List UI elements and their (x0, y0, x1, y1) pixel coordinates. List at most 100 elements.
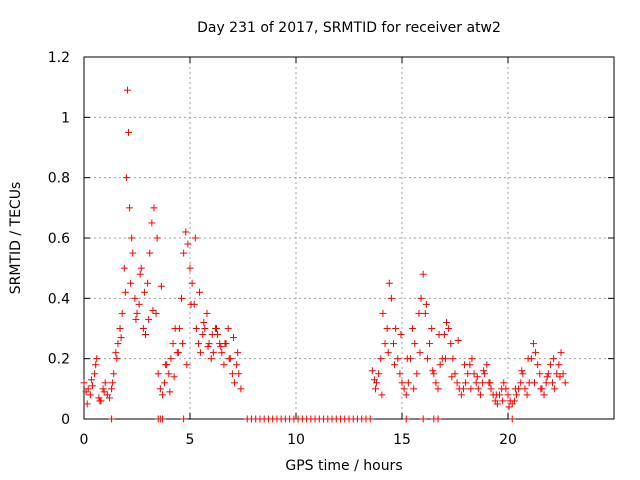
data-point (179, 340, 187, 348)
data-point (561, 379, 569, 387)
data-point (213, 325, 220, 332)
x-tick-label: 15 (393, 432, 411, 448)
data-point (133, 309, 141, 317)
data-point (430, 370, 438, 378)
data-point (152, 309, 160, 317)
data-point (372, 385, 379, 393)
data-point (165, 370, 173, 378)
data-point (91, 370, 99, 378)
x-tick-label: 20 (499, 432, 517, 448)
data-point (108, 385, 116, 393)
data-point (499, 397, 507, 405)
data-point (137, 264, 145, 272)
data-point (92, 361, 100, 369)
data-point (373, 379, 381, 387)
data-point (217, 343, 225, 351)
data-point (108, 415, 116, 423)
data-point (492, 391, 500, 399)
data-point (131, 294, 139, 302)
data-point (534, 361, 542, 369)
data-point (493, 400, 501, 408)
data-point (207, 355, 215, 363)
data-point (426, 340, 434, 348)
data-point (500, 379, 508, 387)
data-point (114, 340, 122, 348)
data-point (392, 325, 400, 332)
data-point (553, 370, 561, 378)
data-point (166, 388, 174, 396)
data-point (87, 376, 95, 384)
data-point (379, 309, 387, 317)
data-point (366, 415, 374, 423)
data-point (136, 270, 144, 278)
data-point (464, 370, 472, 378)
data-point (557, 349, 565, 357)
data-points (80, 86, 569, 423)
data-point (531, 379, 538, 387)
data-point (428, 325, 436, 332)
data-point (480, 367, 488, 375)
data-point (540, 391, 548, 399)
data-point (536, 370, 544, 378)
data-point (467, 385, 475, 393)
data-point (113, 355, 121, 363)
data-point (129, 249, 137, 257)
data-point (508, 415, 516, 423)
data-point (116, 325, 124, 332)
data-point (117, 334, 125, 342)
data-point (100, 388, 108, 396)
data-point (387, 294, 395, 302)
data-point (402, 415, 410, 423)
data-point (402, 391, 410, 399)
data-point (121, 288, 129, 296)
data-point (174, 349, 182, 357)
data-point (183, 361, 191, 369)
data-point (429, 367, 437, 375)
data-point (551, 385, 559, 393)
y-tick-label: 0.8 (48, 171, 70, 187)
data-point (204, 343, 212, 351)
data-point (451, 370, 459, 378)
data-point (415, 309, 423, 317)
data-point (457, 391, 465, 399)
data-point (93, 355, 101, 363)
data-point (476, 391, 484, 399)
data-point (436, 361, 444, 369)
data-point (486, 379, 494, 387)
data-point (468, 355, 476, 363)
data-point (419, 415, 427, 423)
y-axis-label: SRMTID / TECUs (8, 182, 24, 295)
data-point (459, 385, 467, 393)
data-point (521, 385, 529, 393)
data-point (128, 234, 136, 242)
data-point (435, 331, 443, 339)
data-point (161, 379, 169, 387)
data-point (221, 340, 229, 348)
data-point (158, 391, 166, 399)
data-point (472, 379, 480, 387)
tick-layer: 0 0.2 0.4 0.6 0.8 1 1.2 0 5 10 15 20 (48, 50, 614, 448)
data-point (169, 340, 177, 348)
data-point (532, 349, 540, 357)
y-tick-label: 0.6 (48, 231, 70, 247)
data-point (148, 219, 156, 227)
data-point (218, 349, 226, 357)
data-point (105, 394, 113, 402)
data-point (225, 355, 233, 363)
data-point (110, 370, 118, 378)
data-point (391, 361, 399, 369)
data-point (132, 315, 140, 323)
data-point (448, 373, 456, 381)
data-point (449, 355, 457, 363)
data-point (432, 379, 440, 387)
data-point (96, 397, 104, 405)
data-point (187, 300, 195, 308)
data-point (84, 385, 92, 393)
x-axis-label: GPS time / hours (285, 458, 402, 474)
data-point (411, 340, 419, 348)
x-tick-label: 10 (287, 432, 305, 448)
data-point (234, 349, 242, 357)
data-point (80, 379, 88, 387)
data-point (550, 355, 558, 363)
data-point (390, 340, 398, 348)
